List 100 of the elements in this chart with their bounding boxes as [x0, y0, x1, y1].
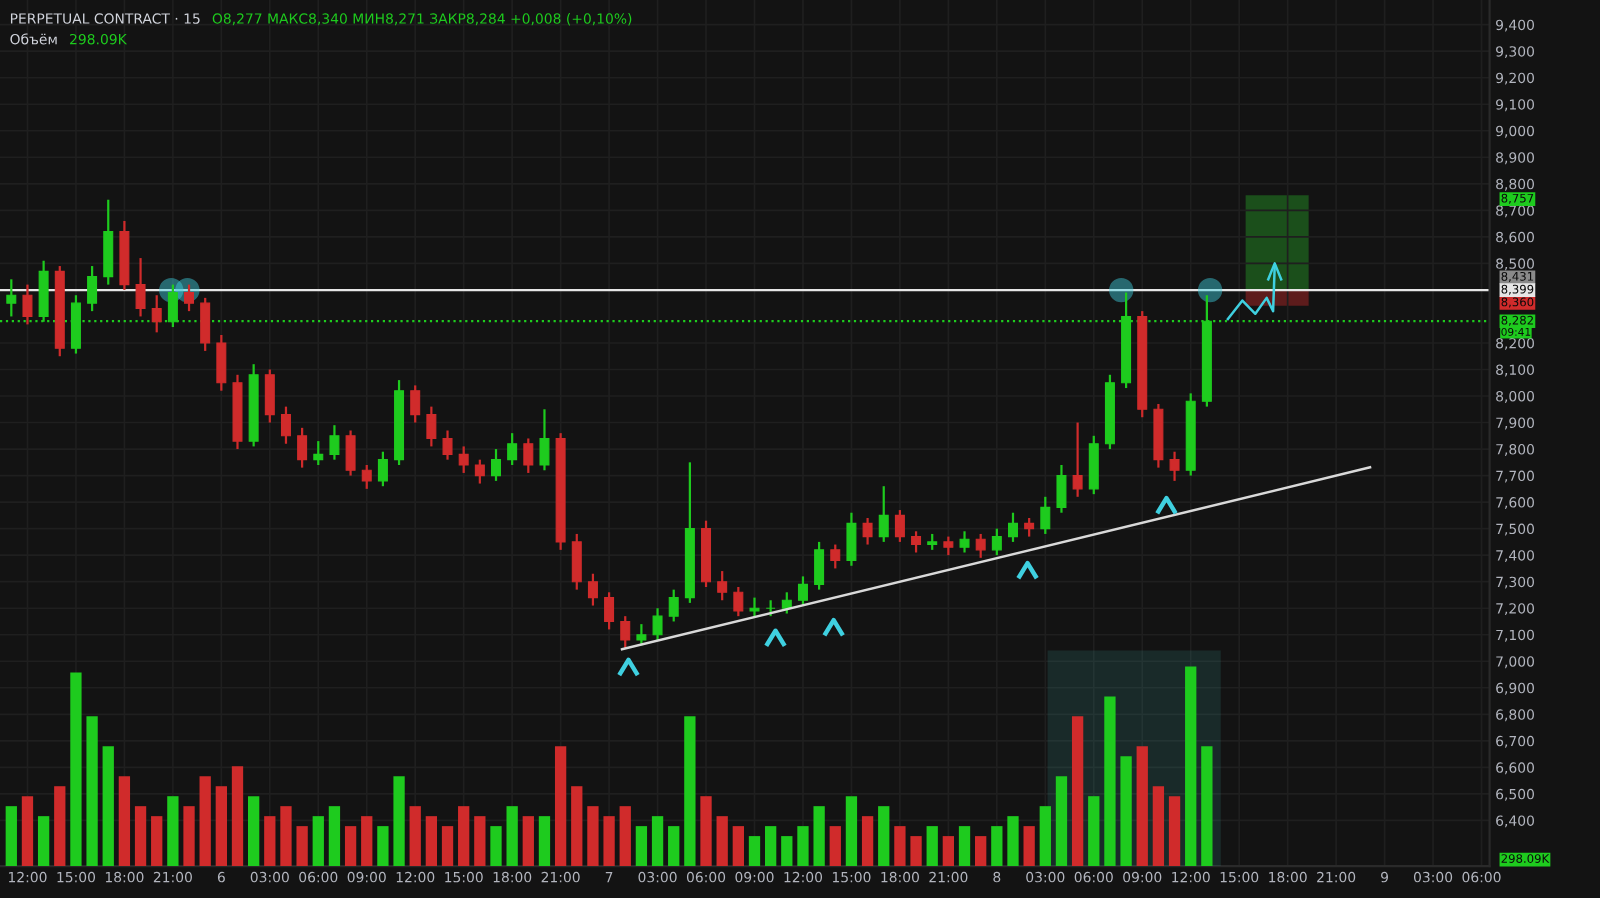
bar [280, 806, 292, 867]
bar [991, 826, 1003, 867]
candlestick [22, 283, 33, 326]
bar [958, 826, 971, 867]
candlestick [523, 437, 534, 475]
bar [878, 806, 890, 867]
bar [1136, 746, 1148, 867]
bar [409, 806, 421, 867]
bar [296, 826, 308, 867]
bar [538, 816, 551, 867]
bar [651, 816, 664, 867]
candlestick [345, 429, 356, 477]
bar [1201, 746, 1213, 867]
candlestick [6, 278, 17, 318]
bar [861, 816, 874, 867]
bar [1071, 716, 1084, 867]
bar [668, 826, 680, 867]
bar [522, 816, 534, 867]
bar [1168, 796, 1181, 867]
candlestick [571, 532, 582, 591]
candlestick [894, 508, 905, 544]
bar [813, 806, 825, 867]
candlestick [1007, 511, 1018, 544]
candlestick [426, 405, 437, 448]
bar [1055, 776, 1068, 867]
candlestick [991, 527, 1002, 557]
bar [635, 826, 648, 867]
candlestick [797, 575, 808, 607]
bar [264, 816, 276, 867]
candlestick [442, 429, 453, 461]
candlestick [1056, 463, 1067, 514]
candlestick [200, 296, 211, 353]
bar [231, 766, 244, 867]
candlestick [410, 384, 421, 424]
candlestick [830, 543, 841, 570]
bar [845, 796, 858, 867]
bar [1039, 806, 1051, 867]
bar [910, 836, 922, 867]
bar [393, 776, 405, 867]
candlestick [458, 445, 469, 475]
bar [1007, 816, 1019, 867]
candlestick [329, 424, 340, 461]
candlestick [507, 432, 518, 467]
bar [151, 816, 163, 867]
bar [1088, 796, 1100, 867]
candlestick [216, 333, 227, 392]
candlestick [668, 588, 679, 623]
candlestick [1024, 516, 1035, 538]
bar [86, 716, 98, 867]
bar [1152, 786, 1165, 867]
bar [458, 806, 470, 867]
bar [942, 836, 955, 867]
candlestick [1088, 434, 1099, 496]
candlestick [717, 569, 728, 602]
bar [361, 816, 373, 867]
bar [894, 826, 906, 867]
candlestick [959, 530, 970, 554]
bar [781, 836, 793, 867]
bar [425, 816, 438, 867]
bar [506, 806, 518, 867]
candlestick [749, 596, 760, 618]
bar [829, 826, 841, 867]
bar [797, 826, 809, 867]
candlestick [184, 283, 195, 313]
bar [215, 786, 227, 867]
bar [1104, 696, 1116, 867]
bar [732, 826, 744, 867]
candlestick [87, 264, 98, 313]
bar [248, 796, 260, 867]
candlestick [490, 447, 501, 482]
bar [748, 836, 761, 867]
candlestick [280, 405, 291, 445]
candlestick [474, 458, 485, 485]
bar [183, 806, 195, 867]
bar [1023, 826, 1035, 867]
candlestick [135, 256, 146, 318]
candlestick [975, 532, 986, 559]
candlestick [862, 516, 873, 546]
candlestick [361, 463, 372, 490]
bar [554, 746, 567, 867]
bar [328, 806, 341, 867]
bar [70, 672, 82, 867]
candlestick [781, 591, 792, 615]
candlestick [620, 615, 631, 650]
bar [118, 776, 131, 867]
candlestick [539, 408, 550, 472]
bar [474, 816, 486, 867]
bar [926, 826, 938, 867]
candlestick [652, 607, 663, 642]
candlestick [264, 368, 275, 424]
bar [1120, 756, 1132, 867]
candlestick [587, 572, 598, 607]
candlestick [1040, 495, 1051, 536]
candlestick [297, 426, 308, 469]
candlestick [103, 198, 114, 286]
bar [975, 836, 987, 867]
bar [490, 826, 502, 867]
bar [603, 816, 615, 867]
bar [134, 806, 147, 867]
bar [54, 786, 66, 867]
